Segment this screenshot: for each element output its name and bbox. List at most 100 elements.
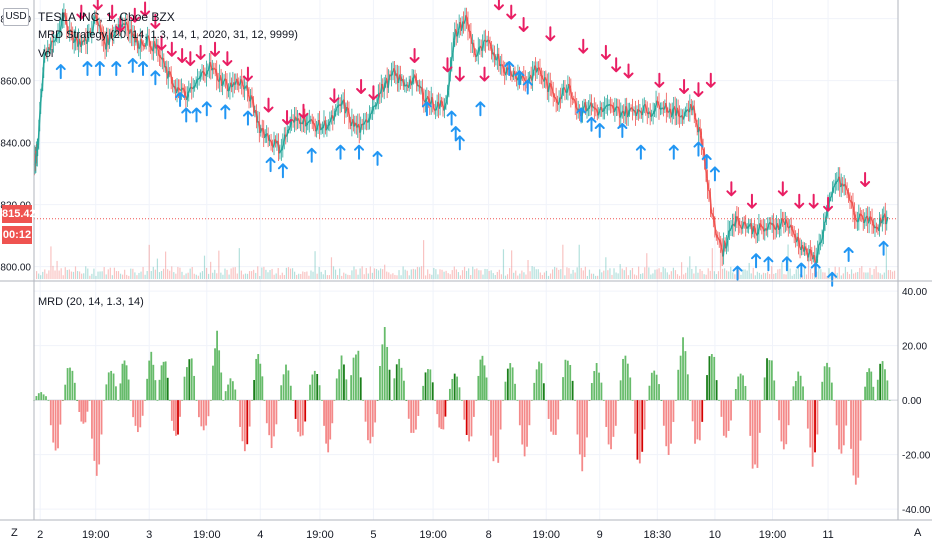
volume-bar [621, 268, 623, 279]
volume-bar [439, 269, 441, 279]
zoom-icon[interactable]: Z [11, 527, 18, 539]
volume-bar [697, 272, 699, 279]
mrd-positive-bar [287, 370, 290, 401]
mrd-positive-bar [350, 375, 353, 401]
volume-bar [81, 273, 83, 279]
mrd-negative-bar [367, 400, 369, 441]
mrd-negative-bar [727, 400, 730, 431]
mrd-positive-bar [775, 400, 778, 401]
mrd-positive-bar [451, 378, 454, 401]
mrd-negative-bar [172, 400, 175, 431]
mrd-positive-bar [71, 370, 74, 401]
mrd-positive-bar [545, 400, 548, 401]
price-candle [90, 29, 94, 35]
price-candle [778, 226, 782, 231]
volume-bar [281, 272, 283, 279]
mrd-positive-bar [76, 400, 79, 401]
price-candle [153, 41, 157, 49]
short-signal-arrow [860, 172, 871, 187]
time-axis-tick-label: 19:00 [306, 529, 334, 541]
volume-bar [216, 273, 218, 279]
mrd-negative-bar [417, 400, 420, 416]
indicator-legend[interactable]: MRD (20, 14, 1.3, 14) [38, 296, 144, 308]
mrd-positive-bar [624, 355, 627, 401]
volume-bar [631, 267, 634, 279]
price-candle [713, 220, 717, 234]
volume-bar [267, 272, 269, 279]
price-candle [288, 120, 292, 130]
price-candle [694, 117, 698, 124]
mrd-negative-bar [758, 400, 761, 433]
mrd-negative-bar [205, 400, 208, 426]
mrd-positive-bar [64, 384, 67, 401]
long-signal-arrow [732, 265, 743, 281]
price-candle [59, 18, 63, 32]
volume-bar [676, 274, 679, 279]
volume-bar [177, 266, 179, 279]
price-candle [747, 224, 751, 228]
price-candle [346, 106, 350, 111]
volume-bar [824, 272, 826, 279]
volume-bar [656, 269, 658, 279]
price-candle [281, 141, 285, 150]
price-candle [785, 219, 789, 228]
price-candle [319, 127, 323, 131]
price-candle [252, 99, 256, 113]
volume-bar [640, 273, 642, 279]
mrd-positive-bar [448, 388, 451, 401]
mrd-positive-bar [186, 367, 188, 401]
mrd-negative-bar [294, 400, 297, 419]
mrd-negative-bar [698, 400, 701, 441]
mrd-positive-bar [333, 400, 336, 401]
strategy-legend[interactable]: MRD Strategy (20, 14, 1.3, 14, 1, 2020, … [38, 29, 298, 41]
mrd-positive-bar [833, 400, 836, 401]
volume-bar [175, 273, 177, 279]
mrd-negative-bar [371, 400, 374, 437]
price-candle [196, 78, 199, 81]
volume-bar [357, 274, 359, 279]
price-candle [193, 84, 197, 88]
time-axis-tick-label: 9 [597, 529, 603, 541]
price-candle [571, 97, 574, 101]
long-signal-arrow [150, 70, 161, 86]
mrd-positive-bar [386, 346, 389, 401]
volume-bar [539, 272, 541, 279]
volume-bar [101, 271, 103, 279]
short-signal-arrow [177, 48, 188, 63]
price-candle [851, 202, 855, 213]
mrd-positive-bar [280, 385, 283, 401]
price-candle [70, 29, 73, 34]
mrd-positive-bar [828, 367, 831, 401]
mrd-positive-bar [229, 378, 232, 401]
mrd-positive-bar [884, 369, 886, 401]
mrd-positive-bar [511, 367, 514, 401]
mrd-positive-bar [144, 400, 146, 401]
price-candle [236, 78, 240, 85]
symbol-legend[interactable]: TESLA INC, 1, Cboe BZX [38, 10, 175, 24]
price-candle [377, 92, 381, 101]
volume-bar [451, 270, 453, 279]
volume-bar [756, 271, 758, 279]
mrd-negative-bar [552, 400, 555, 435]
volume-bar [95, 275, 97, 279]
long-signal-arrow [181, 107, 192, 123]
volume-legend[interactable]: Vol [38, 48, 54, 60]
volume-bar [208, 273, 210, 279]
volume-bar [62, 275, 64, 279]
short-signal-arrow [263, 97, 274, 113]
long-signal-arrow [335, 144, 346, 160]
price-candle [481, 41, 485, 51]
mrd-negative-bar [550, 400, 552, 432]
volume-bar [50, 246, 52, 279]
currency-badge[interactable]: USD [3, 8, 29, 26]
price-candle [487, 39, 491, 42]
price-candle [169, 72, 173, 83]
price-candle [285, 129, 289, 137]
auto-scale-icon[interactable]: A [914, 527, 922, 539]
volume-bar [885, 244, 887, 279]
volume-bar [678, 275, 681, 279]
volume-bar [699, 269, 701, 279]
volume-bar [220, 272, 222, 279]
mrd-negative-bar [782, 400, 785, 450]
mrd-negative-bar [444, 400, 447, 417]
